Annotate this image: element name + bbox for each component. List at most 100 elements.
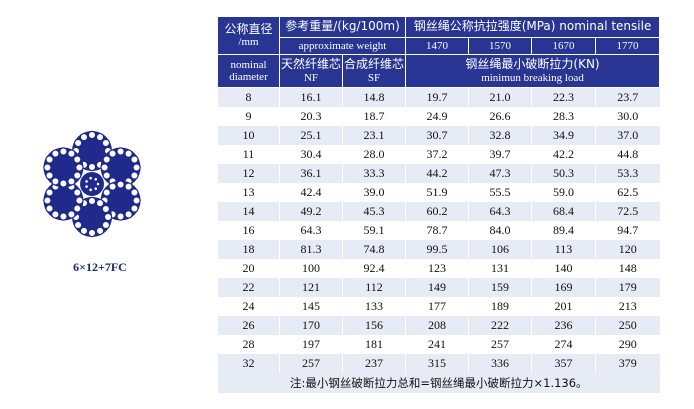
table-cell: 34.9 [531, 126, 596, 145]
table-row: 20 100 92.4 123 131 140 148 [217, 259, 660, 278]
table-cell: 18 [217, 240, 280, 259]
grade-1770: 1770 [594, 37, 661, 55]
table-cell: 177 [405, 297, 469, 316]
table-cell: 50.3 [531, 164, 596, 183]
table-cell: 24 [217, 297, 280, 316]
table-cell: 42.4 [279, 183, 343, 202]
table-cell: 11 [217, 145, 280, 164]
table-cell: 64.3 [279, 221, 343, 240]
table-cell: 53.3 [594, 164, 660, 183]
table-cell: 106 [468, 240, 532, 259]
table-row: 24 145 133 177 189 201 213 [217, 297, 660, 316]
table-cell: 159 [468, 278, 532, 297]
table-cell: 181 [342, 335, 406, 354]
strength-header: 钢丝绳公称抗拉强度(MPa) nominal tensile [404, 16, 661, 38]
rope-construction-caption: 6×12+7FC [73, 260, 127, 274]
table-cell: 72.5 [594, 202, 660, 221]
table-cell: 236 [531, 316, 596, 335]
table-cell: 49.2 [279, 202, 343, 221]
table-cell: 20.3 [279, 107, 343, 126]
weight-header-en: approximate weight [279, 37, 406, 55]
table-cell: 16.1 [279, 87, 343, 107]
table-cell: 237 [342, 354, 406, 373]
table-note: 注:最小钢丝破断拉力总和=钢丝绳最小破断拉力×1.136。 [216, 373, 660, 393]
table-cell: 19.7 [405, 87, 469, 107]
table-row: 11 30.4 28.0 37.2 39.7 42.2 44.8 [217, 145, 660, 164]
table-cell: 59.1 [342, 221, 406, 240]
table-cell: 68.4 [531, 202, 596, 221]
table-cell: 24.9 [405, 107, 469, 126]
table-cell: 78.7 [405, 221, 469, 240]
table-cell: 33.3 [342, 164, 406, 183]
table-row: 10 25.1 23.1 30.7 32.8 34.9 37.0 [217, 126, 660, 145]
table-cell: 170 [279, 316, 343, 335]
table-cell: 274 [531, 335, 596, 354]
table-cell: 113 [531, 240, 596, 259]
table-cell: 37.2 [405, 145, 469, 164]
table-cell: 250 [594, 316, 660, 335]
table-cell: 257 [468, 335, 532, 354]
table-cell: 32.8 [468, 126, 532, 145]
table-cell: 59.0 [531, 183, 596, 202]
table-cell: 290 [594, 335, 660, 354]
table-cell: 22 [217, 278, 280, 297]
table-cell: 149 [405, 278, 469, 297]
grade-1470: 1470 [405, 37, 469, 55]
table-row: 12 36.1 33.3 44.2 47.3 50.3 53.3 [217, 164, 660, 183]
table-cell: 51.9 [405, 183, 469, 202]
table-cell: 32 [217, 354, 280, 373]
table-cell: 336 [468, 354, 532, 373]
table-cell: 47.3 [468, 164, 532, 183]
table-header: 公称直径 /mm 参考重量/(kg/100m) 钢丝绳公称抗拉强度(MPa) n… [217, 16, 661, 88]
table-cell: 84.0 [468, 221, 532, 240]
sf-header: 合成纤维芯 SF [342, 54, 406, 88]
grade-1670: 1670 [531, 37, 596, 55]
nf-header-code: NF [303, 71, 319, 84]
table-row: 22 121 112 149 159 169 179 [217, 278, 660, 297]
table-cell: 28.0 [342, 145, 406, 164]
table-cell: 60.2 [405, 202, 469, 221]
table-cell: 26 [217, 316, 280, 335]
breaking-load-header: 钢丝绳最小破断拉力(KN) minimun breaking load [404, 54, 661, 88]
table-cell: 64.3 [468, 202, 532, 221]
table-cell: 357 [531, 354, 596, 373]
table-row: 13 42.4 39.0 51.9 55.5 59.0 62.5 [217, 183, 660, 202]
table-cell: 44.2 [405, 164, 469, 183]
table-cell: 37.0 [594, 126, 660, 145]
table-row: 32 257 237 315 336 357 379 [217, 354, 660, 373]
table-cell: 140 [531, 259, 596, 278]
table-cell: 121 [279, 278, 343, 297]
sf-header-code: SF [367, 71, 381, 84]
table-cell: 257 [279, 354, 343, 373]
table-cell: 10 [217, 126, 280, 145]
table-cell: 55.5 [468, 183, 532, 202]
table-cell: 14 [217, 202, 280, 221]
table-cell: 112 [342, 278, 406, 297]
breaking-header-zh: 钢丝绳最小破断拉力(KN) [465, 57, 600, 72]
table-cell: 30.7 [405, 126, 469, 145]
wire-rope-cross-section-icon [36, 128, 148, 240]
table-cell: 189 [468, 297, 532, 316]
weight-header-zh: 参考重量/(kg/100m) [279, 16, 406, 38]
table-cell: 197 [279, 335, 343, 354]
table-cell: 20 [217, 259, 280, 278]
table-cell: 120 [594, 240, 660, 259]
table-cell: 30.4 [279, 145, 343, 164]
table-cell: 379 [594, 354, 660, 373]
table-cell: 12 [217, 164, 280, 183]
breaking-header-en: minimun breaking load [481, 71, 584, 84]
table-cell: 169 [531, 278, 596, 297]
table-cell: 9 [217, 107, 280, 126]
table-cell: 23.7 [594, 87, 660, 107]
table-cell: 74.8 [342, 240, 406, 259]
table-cell: 39.0 [342, 183, 406, 202]
table-cell: 315 [405, 354, 469, 373]
table-cell: 222 [468, 316, 532, 335]
table-cell: 22.3 [531, 87, 596, 107]
table-cell: 45.3 [342, 202, 406, 221]
table-cell: 26.6 [468, 107, 532, 126]
table-cell: 145 [279, 297, 343, 316]
table-row: 16 64.3 59.1 78.7 84.0 89.4 94.7 [217, 221, 660, 240]
table-cell: 100 [279, 259, 343, 278]
table-cell: 92.4 [342, 259, 406, 278]
